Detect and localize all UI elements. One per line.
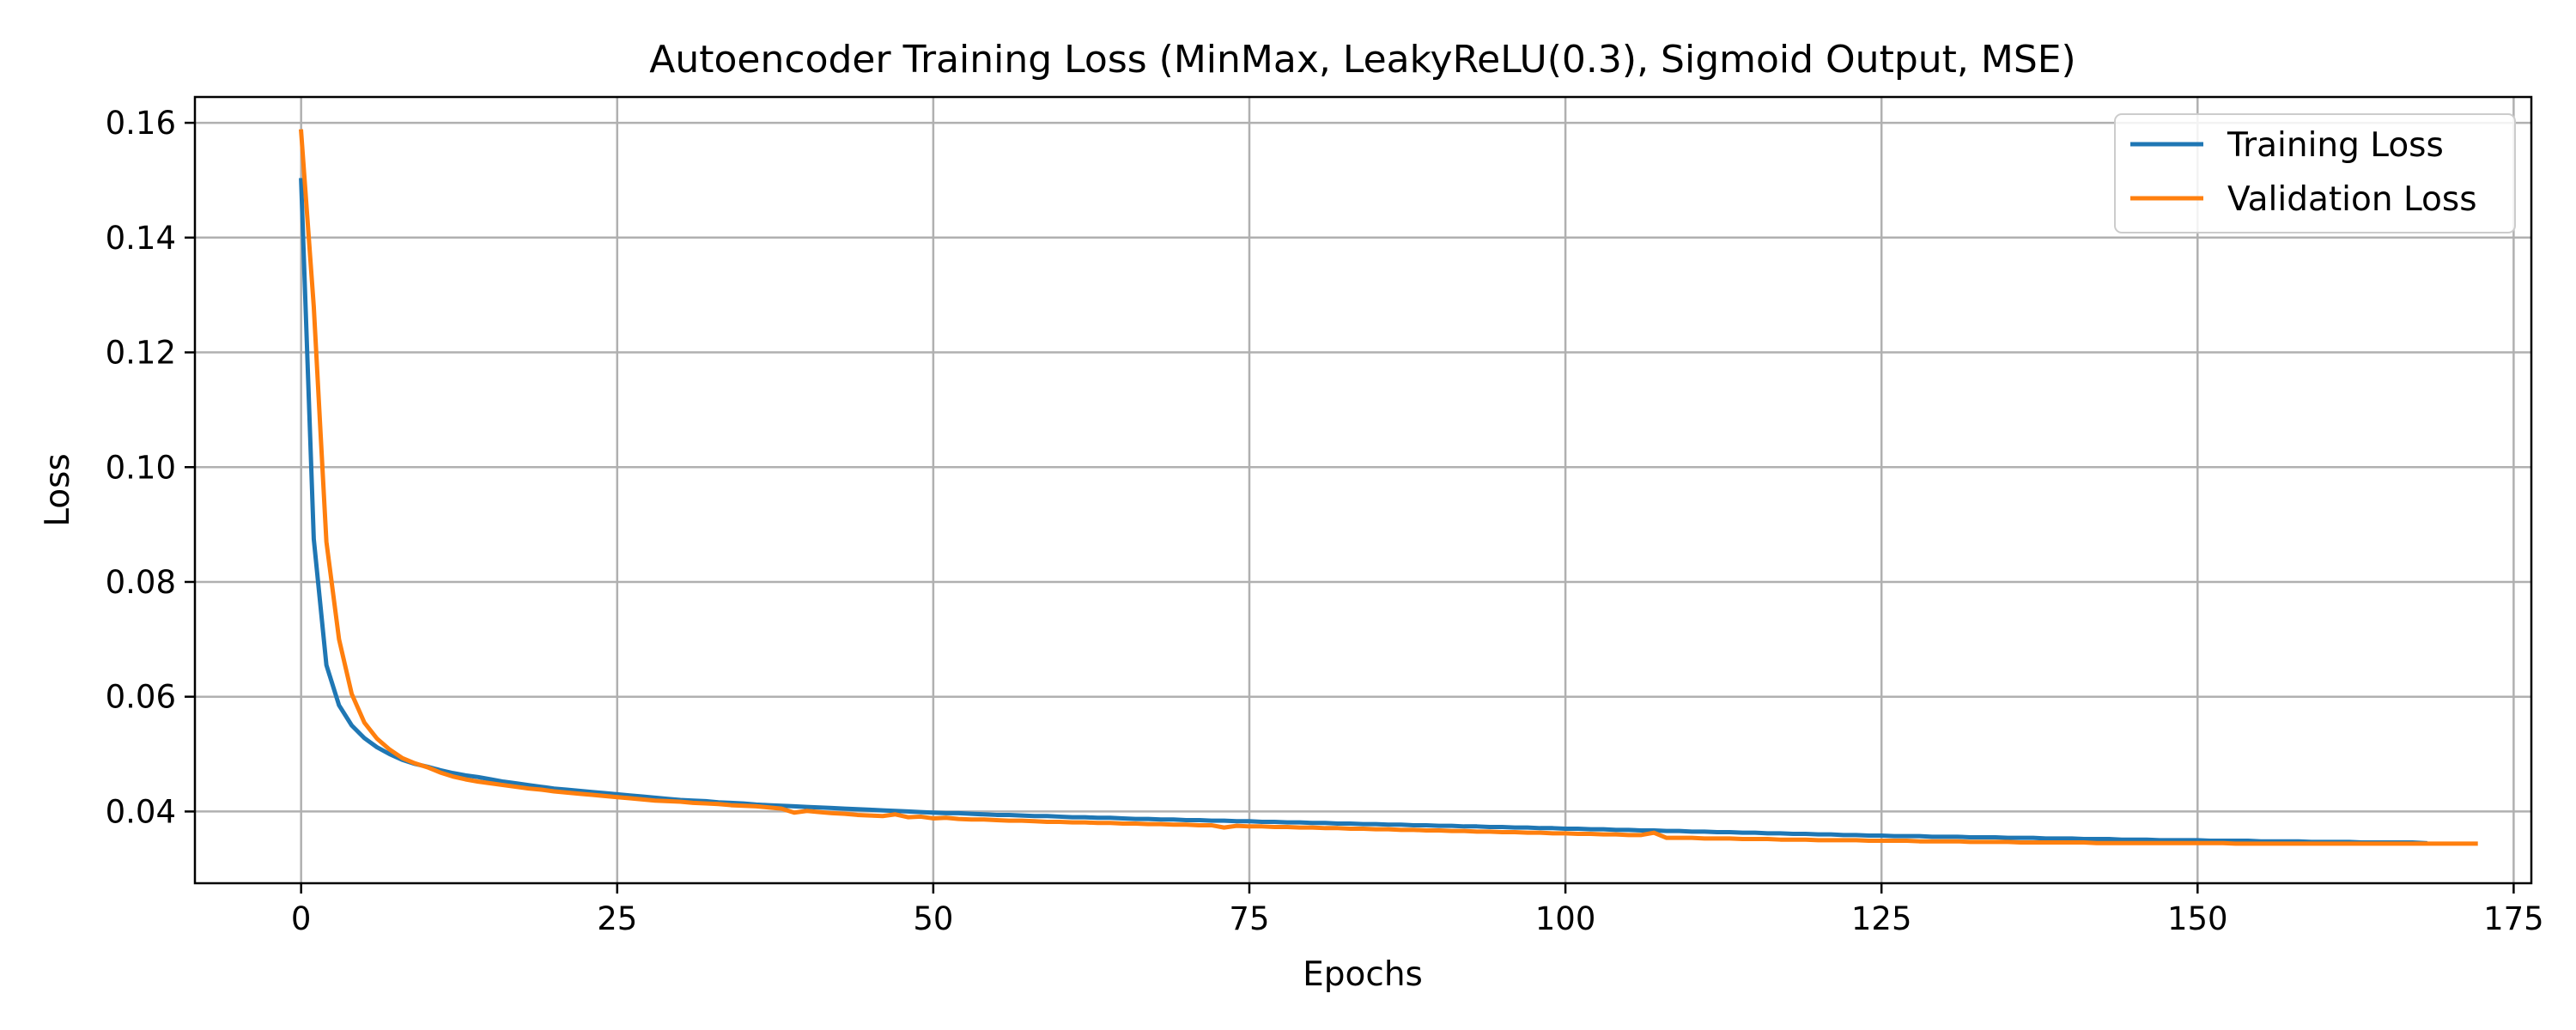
y-tick-label: 0.08 xyxy=(106,564,176,601)
legend-label-training-loss: Training Loss xyxy=(2227,126,2444,165)
y-tick-label: 0.14 xyxy=(106,220,176,257)
x-axis-label: Epochs xyxy=(1303,955,1423,994)
x-tick-label: 50 xyxy=(913,900,953,937)
y-tick-label: 0.06 xyxy=(106,679,176,716)
y-axis-label: Loss xyxy=(39,453,77,527)
y-tick-label: 0.12 xyxy=(106,335,176,372)
x-axis-ticks: 0 25 50 75 100 125 150 175 xyxy=(291,883,2544,937)
legend-box xyxy=(2114,113,2516,233)
chart-title: Autoencoder Training Loss (MinMax, Leaky… xyxy=(649,38,2075,82)
y-tick-label: 0.04 xyxy=(106,793,176,830)
y-tick-label: 0.16 xyxy=(106,105,176,142)
y-axis-ticks: 0.04 0.06 0.08 0.10 0.12 0.14 0.16 xyxy=(106,105,195,830)
x-tick-label: 75 xyxy=(1229,900,1269,937)
x-tick-label: 125 xyxy=(1851,900,1912,937)
legend-label-validation-loss: Validation Loss xyxy=(2227,180,2477,219)
x-tick-label: 100 xyxy=(1535,900,1596,937)
y-tick-label: 0.10 xyxy=(106,449,176,486)
legend: Training Loss Validation Loss xyxy=(2114,113,2516,233)
plot-frame xyxy=(193,95,2533,885)
gridlines xyxy=(195,97,2531,883)
x-tick-label: 175 xyxy=(2483,900,2544,937)
x-tick-label: 0 xyxy=(291,900,312,937)
series-line-validation-loss xyxy=(299,129,2478,846)
series-layer xyxy=(299,129,2478,846)
x-tick-label: 25 xyxy=(597,900,637,937)
series-line-training-loss xyxy=(299,178,2427,845)
x-tick-label: 150 xyxy=(2167,900,2228,937)
